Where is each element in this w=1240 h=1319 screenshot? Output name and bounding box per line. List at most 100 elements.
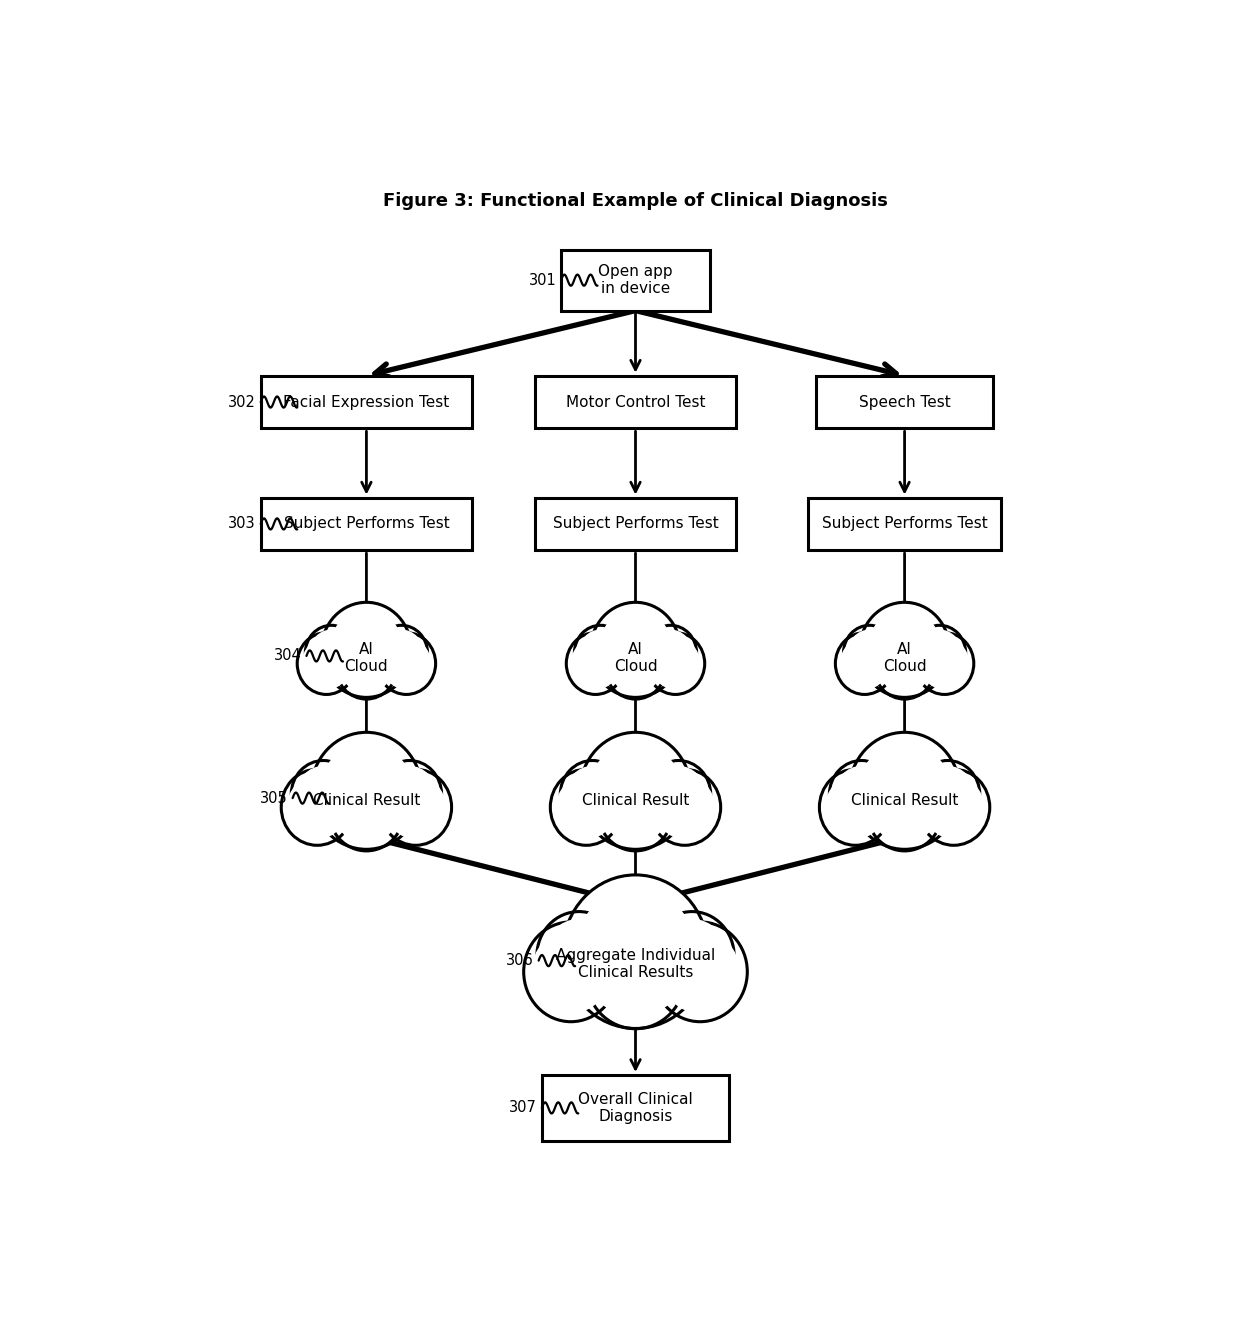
Circle shape <box>321 743 412 839</box>
Text: 304: 304 <box>274 649 301 663</box>
Circle shape <box>918 630 961 675</box>
Circle shape <box>590 743 681 839</box>
Circle shape <box>590 603 681 698</box>
Circle shape <box>580 732 691 849</box>
Circle shape <box>649 630 692 675</box>
Circle shape <box>849 732 960 849</box>
Circle shape <box>646 633 704 694</box>
Circle shape <box>298 633 356 694</box>
Circle shape <box>650 911 734 1001</box>
Circle shape <box>820 769 892 845</box>
Text: AI
Cloud: AI Cloud <box>345 642 388 674</box>
FancyBboxPatch shape <box>260 376 472 429</box>
Circle shape <box>826 776 885 839</box>
Circle shape <box>523 922 619 1022</box>
Circle shape <box>914 625 966 681</box>
Circle shape <box>651 638 699 689</box>
Circle shape <box>649 769 720 845</box>
Circle shape <box>567 766 619 822</box>
Circle shape <box>921 766 973 822</box>
Circle shape <box>924 776 983 839</box>
Text: Clinical Result: Clinical Result <box>312 793 420 809</box>
Text: Clinical Result: Clinical Result <box>851 793 959 809</box>
Circle shape <box>657 919 727 993</box>
Circle shape <box>532 931 610 1013</box>
Text: AI
Cloud: AI Cloud <box>883 642 926 674</box>
Circle shape <box>610 640 661 694</box>
Text: Open app
in device: Open app in device <box>598 264 673 297</box>
Circle shape <box>579 630 622 675</box>
Circle shape <box>560 761 625 828</box>
Circle shape <box>599 611 672 689</box>
Circle shape <box>873 778 936 844</box>
FancyBboxPatch shape <box>808 497 1001 550</box>
Text: Subject Performs Test: Subject Performs Test <box>822 517 987 532</box>
Circle shape <box>305 625 357 681</box>
Text: 301: 301 <box>528 273 557 288</box>
Text: 303: 303 <box>228 517 255 532</box>
Text: 307: 307 <box>510 1100 537 1116</box>
Circle shape <box>836 633 894 694</box>
Circle shape <box>574 625 626 681</box>
Circle shape <box>661 931 739 1013</box>
Circle shape <box>281 769 353 845</box>
Circle shape <box>376 625 428 681</box>
Circle shape <box>655 776 714 839</box>
Circle shape <box>836 766 888 822</box>
Text: 302: 302 <box>228 394 255 409</box>
Text: Subject Performs Test: Subject Performs Test <box>284 517 449 532</box>
Text: Overall Clinical
Diagnosis: Overall Clinical Diagnosis <box>578 1092 693 1124</box>
Circle shape <box>311 732 422 849</box>
Circle shape <box>544 919 614 993</box>
Text: Figure 3: Functional Example of Clinical Diagnosis: Figure 3: Functional Example of Clinical… <box>383 193 888 210</box>
Text: Speech Test: Speech Test <box>859 394 950 409</box>
FancyBboxPatch shape <box>816 376 993 429</box>
Text: 306: 306 <box>506 954 534 968</box>
Circle shape <box>604 778 667 844</box>
Circle shape <box>841 638 889 689</box>
Text: Aggregate Individual
Clinical Results: Aggregate Individual Clinical Results <box>556 948 715 980</box>
Circle shape <box>652 922 748 1022</box>
Circle shape <box>336 634 397 699</box>
Text: Clinical Result: Clinical Result <box>582 793 689 809</box>
Circle shape <box>310 630 353 675</box>
Circle shape <box>563 874 708 1029</box>
Circle shape <box>585 923 686 1029</box>
Circle shape <box>537 911 621 1001</box>
Circle shape <box>341 640 392 694</box>
FancyBboxPatch shape <box>260 497 472 550</box>
Text: Subject Performs Test: Subject Performs Test <box>553 517 718 532</box>
Circle shape <box>383 766 435 822</box>
Circle shape <box>645 625 697 681</box>
Text: Facial Expression Test: Facial Expression Test <box>283 394 450 409</box>
Circle shape <box>557 776 616 839</box>
Circle shape <box>874 634 935 699</box>
Circle shape <box>379 630 423 675</box>
FancyBboxPatch shape <box>534 497 737 550</box>
Circle shape <box>646 761 711 828</box>
Circle shape <box>291 761 356 828</box>
Circle shape <box>920 638 968 689</box>
Text: Motor Control Test: Motor Control Test <box>565 394 706 409</box>
Circle shape <box>551 769 622 845</box>
Circle shape <box>298 766 350 822</box>
Text: 305: 305 <box>260 790 288 806</box>
Circle shape <box>859 603 950 698</box>
Circle shape <box>567 633 625 694</box>
Circle shape <box>377 633 435 694</box>
Circle shape <box>330 611 403 689</box>
Circle shape <box>859 743 950 839</box>
Circle shape <box>379 769 451 845</box>
Circle shape <box>575 889 696 1014</box>
Circle shape <box>605 634 666 699</box>
Circle shape <box>918 769 990 845</box>
Circle shape <box>843 625 895 681</box>
Circle shape <box>288 776 347 839</box>
Circle shape <box>915 633 973 694</box>
Circle shape <box>868 611 941 689</box>
Circle shape <box>652 766 704 822</box>
FancyBboxPatch shape <box>534 376 737 429</box>
Circle shape <box>830 761 894 828</box>
Circle shape <box>321 603 412 698</box>
Circle shape <box>303 638 351 689</box>
